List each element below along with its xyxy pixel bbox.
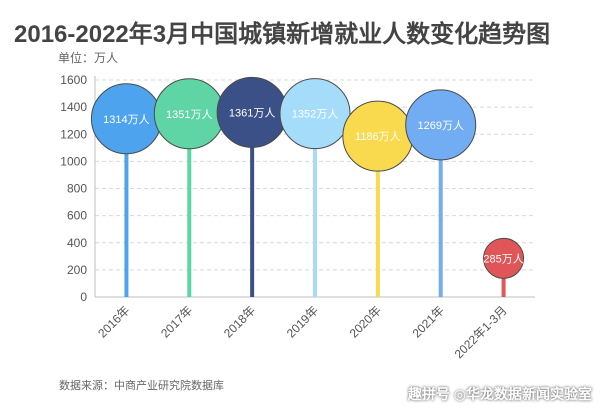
y-tick-label: 600 bbox=[67, 209, 87, 223]
lollipop-bubble bbox=[405, 89, 477, 161]
x-tick-label: 2018年 bbox=[221, 303, 258, 340]
x-tick-label: 2021年 bbox=[410, 303, 447, 340]
data-label: 1269万人 bbox=[417, 119, 463, 132]
x-tick-label: 2019年 bbox=[284, 303, 321, 340]
data-label: 285万人 bbox=[483, 252, 523, 265]
y-tick-label: 1000 bbox=[60, 154, 87, 168]
y-tick-label: 800 bbox=[67, 182, 87, 196]
data-label: 1351万人 bbox=[166, 108, 212, 121]
data-label: 1314万人 bbox=[103, 113, 149, 126]
x-tick-label: 2022年1-3月 bbox=[452, 303, 510, 361]
data-label: 1361万人 bbox=[229, 106, 275, 119]
x-tick-label: 2017年 bbox=[158, 303, 195, 340]
y-tick-label: 1400 bbox=[60, 100, 87, 114]
data-source: 数据来源：中商产业研究院数据库 bbox=[59, 380, 224, 392]
watermark: 趣拼号 ◎华龙数据新闻实验室 bbox=[407, 386, 592, 402]
x-tick-label: 2016年 bbox=[95, 303, 132, 340]
lollipop-bubble bbox=[279, 78, 351, 150]
y-tick-label: 1600 bbox=[60, 73, 87, 87]
data-label: 1352万人 bbox=[292, 108, 338, 121]
data-label: 1186万人 bbox=[355, 130, 401, 143]
y-tick-label: 200 bbox=[67, 263, 87, 277]
x-tick-label: 2020年 bbox=[347, 303, 384, 340]
y-tick-label: 400 bbox=[67, 236, 87, 250]
lollipop-bubble bbox=[483, 237, 525, 279]
unit-label: 单位：万人 bbox=[58, 51, 119, 65]
y-tick-label: 0 bbox=[80, 290, 87, 304]
y-tick-label: 1200 bbox=[60, 127, 87, 141]
chart-title: 2016-2022年3月中国城镇新增就业人数变化趋势图 bbox=[14, 21, 551, 48]
